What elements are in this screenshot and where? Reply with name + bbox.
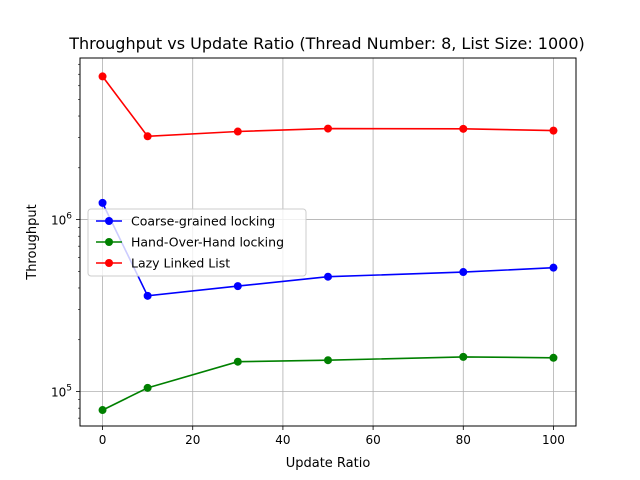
data-point (233, 282, 242, 291)
data-point (459, 268, 468, 277)
y-tick-label: 106 (51, 212, 72, 228)
data-point (549, 126, 558, 135)
data-point (143, 132, 152, 141)
legend-marker (105, 217, 113, 225)
legend-label: Hand-Over-Hand locking (131, 235, 284, 250)
x-tick-label: 80 (456, 433, 471, 447)
data-point (459, 124, 468, 133)
data-point (143, 383, 152, 392)
x-tick-label: 0 (99, 433, 107, 447)
y-axis-label: Throughput (25, 204, 40, 281)
legend: Coarse-grained locking Hand-Over-Hand loc… (87, 208, 307, 277)
x-tick-label: 60 (365, 433, 380, 447)
grid-lines (80, 58, 576, 426)
axis-ticks: 0 20 40 60 80 100 105 106 (51, 63, 565, 447)
data-point (324, 356, 332, 365)
legend-label: Lazy Linked List (131, 256, 230, 271)
series-line (101, 75, 554, 138)
data-point (98, 406, 107, 415)
data-point (549, 353, 558, 362)
data-point (459, 352, 468, 361)
x-tick-label: 40 (275, 433, 290, 447)
data-point (549, 263, 558, 272)
legend-box (87, 208, 307, 277)
data-point (324, 272, 332, 281)
x-tick-label: 20 (185, 433, 200, 447)
data-point (233, 127, 242, 136)
data-point (324, 124, 332, 133)
data-point (98, 72, 107, 81)
y-tick-label: 105 (51, 383, 72, 399)
data-point (98, 198, 107, 207)
chart-title: Throughput vs Update Ratio (Thread Numbe… (68, 34, 585, 53)
x-tick-label: 100 (542, 433, 565, 447)
legend-label: Coarse-grained locking (131, 214, 275, 229)
series-line (102, 356, 554, 411)
series-layer (98, 72, 558, 415)
plot-frame (79, 57, 577, 427)
data-point (233, 357, 242, 366)
legend-marker (105, 259, 113, 267)
legend-marker (105, 238, 113, 246)
data-point (143, 291, 152, 300)
x-axis-label: Update Ratio (286, 456, 371, 471)
series-line (101, 202, 554, 297)
